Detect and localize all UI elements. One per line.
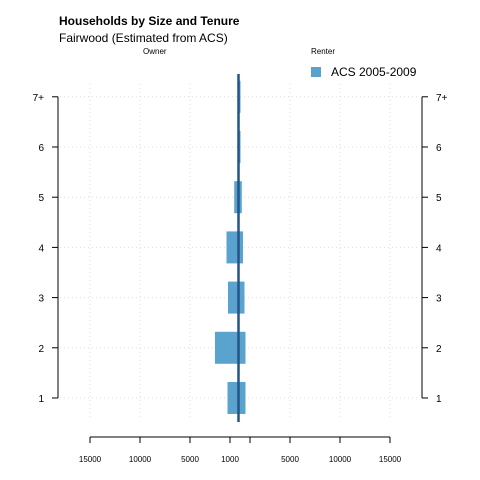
chart-subtitle: Fairwood (Estimated from ACS) bbox=[59, 31, 228, 45]
y-tick-label-left: 7+ bbox=[33, 93, 45, 104]
bar-renter-5 bbox=[240, 181, 242, 214]
bar-owner-3 bbox=[228, 281, 240, 314]
x-tick-label: 15000 bbox=[79, 455, 102, 464]
y-tick-label-right: 1 bbox=[436, 394, 442, 405]
bar-renter-4 bbox=[240, 231, 243, 264]
y-tick-label-right: 3 bbox=[436, 294, 442, 305]
bar-owner-5 bbox=[234, 181, 240, 214]
y-tick-label-right: 7+ bbox=[436, 93, 448, 104]
renter-label: Renter bbox=[311, 47, 336, 56]
bar-owner-2 bbox=[215, 331, 240, 364]
x-tick-label: 1000 bbox=[221, 455, 239, 464]
y-tick-label-left: 5 bbox=[38, 193, 44, 204]
y-tick-label-left: 6 bbox=[38, 143, 44, 154]
y-tick-label-right: 4 bbox=[436, 243, 442, 254]
y-tick-label-right: 2 bbox=[436, 344, 442, 355]
bar-renter-7+ bbox=[240, 80, 241, 113]
bar-owner-4 bbox=[226, 231, 240, 264]
x-tick-label: 5000 bbox=[281, 455, 299, 464]
y-tick-label-left: 1 bbox=[38, 394, 44, 405]
bar-renter-1 bbox=[240, 382, 246, 414]
x-tick-label: 10000 bbox=[329, 455, 352, 464]
y-tick-label-left: 2 bbox=[38, 344, 44, 355]
x-tick-label: 5000 bbox=[181, 455, 199, 464]
bar-renter-3 bbox=[240, 281, 245, 314]
bar-renter-6 bbox=[240, 131, 241, 163]
x-tick-label: 15000 bbox=[379, 455, 402, 464]
legend: ACS 2005-2009 bbox=[311, 65, 416, 79]
legend-label: ACS 2005-2009 bbox=[331, 65, 417, 79]
bar-owner-1 bbox=[227, 382, 240, 414]
y-tick-label-right: 5 bbox=[436, 193, 442, 204]
owner-label: Owner bbox=[143, 47, 167, 56]
x-tick-label: 10000 bbox=[129, 455, 152, 464]
chart-title: Households by Size and Tenure bbox=[59, 14, 240, 28]
y-tick-label-left: 4 bbox=[38, 243, 44, 254]
legend-swatch bbox=[311, 67, 321, 77]
y-tick-label-left: 3 bbox=[38, 294, 44, 305]
y-tick-label-right: 6 bbox=[436, 143, 442, 154]
bar-renter-2 bbox=[240, 331, 246, 364]
